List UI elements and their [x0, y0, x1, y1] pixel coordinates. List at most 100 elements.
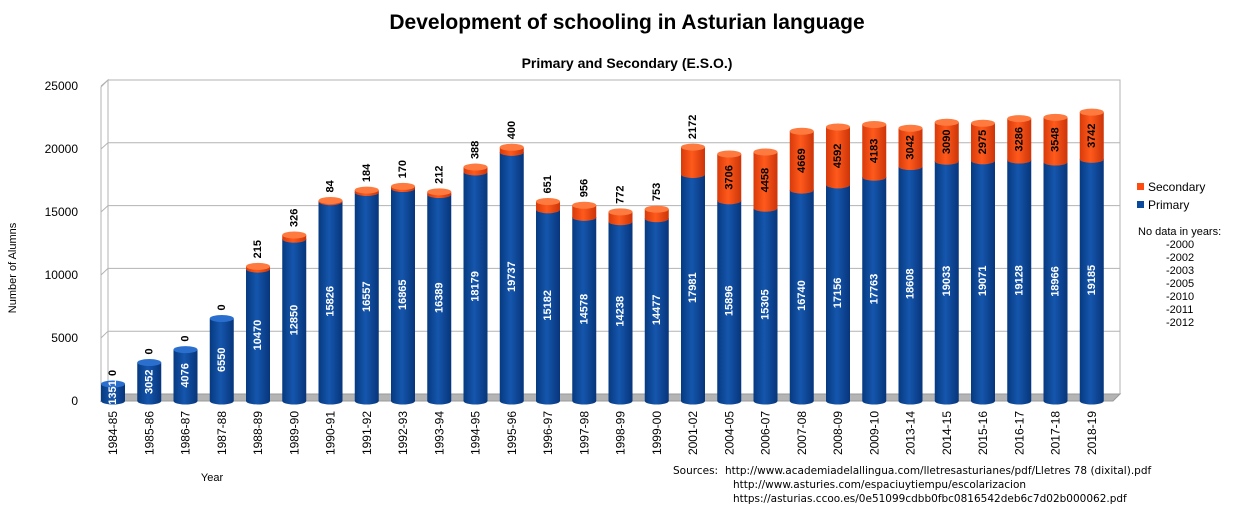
bar-secondary [934, 118, 959, 165]
data-label-secondary: 400 [506, 121, 518, 139]
x-tick-label: 2014-15 [940, 411, 954, 455]
x-tick-label: 1997-98 [577, 411, 591, 455]
note-year: -2010 [1166, 291, 1194, 303]
bar-secondary [572, 201, 597, 221]
bar-secondary [354, 186, 379, 196]
legend-swatch-secondary [1137, 183, 1144, 190]
data-label-primary: 15826 [325, 286, 337, 317]
x-tick-label: 2007-08 [795, 411, 809, 455]
y-tick-label: 20000 [45, 142, 79, 156]
x-axis-title: Year [201, 472, 224, 484]
note-year: -2012 [1166, 317, 1194, 329]
data-label-primary: 12850 [288, 305, 300, 336]
bar-secondary [463, 163, 488, 176]
legend-label-primary: Primary [1148, 198, 1189, 212]
gridline-side [100, 142, 109, 150]
y-tick-labels: 0 5000 10000 15000 20000 25000 [45, 79, 79, 408]
data-label-primary: 19033 [941, 266, 953, 297]
data-label-primary: 16557 [361, 281, 373, 312]
bar-secondary [499, 143, 524, 156]
bar-secondary [681, 143, 705, 178]
y-tick-label: 25000 [45, 79, 79, 93]
data-label-secondary: 753 [651, 183, 663, 201]
x-tick-label: 2006-07 [759, 411, 773, 455]
bar-secondary [1043, 113, 1068, 166]
data-label-secondary: 4458 [760, 168, 772, 192]
x-tick-label: 1995-96 [505, 411, 519, 455]
bar-secondary [717, 150, 742, 205]
x-tick-label: 2001-02 [686, 411, 700, 455]
legend-label-secondary: Secondary [1148, 180, 1205, 194]
x-tick-label: 1991-92 [360, 411, 374, 455]
bar-secondary [536, 198, 560, 214]
bar-secondary [971, 119, 995, 165]
bar-primary [173, 346, 198, 405]
data-label-secondary: 0 [216, 304, 228, 310]
data-label-primary: 16389 [433, 282, 445, 313]
x-tick-label: 2004-05 [722, 411, 736, 455]
data-label-secondary: 170 [397, 160, 409, 178]
data-label-secondary: 3286 [1013, 127, 1025, 151]
x-tick-label: 2013-14 [904, 411, 918, 455]
x-tick-label: 1998-99 [614, 411, 628, 455]
bar-secondary [608, 208, 633, 226]
chart-title: Development of schooling in Asturian lan… [389, 11, 864, 34]
x-tick-label: 1987-88 [215, 411, 229, 455]
x-tick-label: 1988-89 [251, 411, 265, 455]
plot-left-wall [100, 78, 109, 403]
legend-swatch-primary [1137, 201, 1144, 208]
data-label-primary: 6550 [216, 347, 228, 371]
y-tick-label: 15000 [45, 205, 79, 219]
data-label-primary: 15305 [760, 289, 772, 320]
data-label-primary: 18179 [470, 271, 482, 302]
data-label-secondary: 215 [252, 240, 264, 258]
data-label-secondary: 4183 [868, 139, 880, 163]
bar-secondary [318, 197, 343, 206]
data-label-secondary: 84 [325, 179, 337, 192]
data-label-primary: 18608 [905, 268, 917, 299]
x-tick-label: 1994-95 [469, 411, 483, 455]
data-label-secondary: 956 [578, 179, 590, 197]
data-label-secondary: 0 [143, 348, 155, 354]
x-tick-label: 1989-90 [287, 411, 301, 455]
data-label-primary: 15896 [723, 286, 735, 317]
bar-secondary [789, 127, 814, 194]
bar-secondary [282, 231, 307, 243]
bar-secondary [644, 205, 669, 223]
note-heading: No data in years: [1138, 226, 1221, 238]
data-label-secondary: 326 [288, 209, 300, 227]
x-tick-label: 2018-19 [1085, 411, 1099, 455]
data-label-secondary: 651 [542, 175, 554, 193]
y-tick-label: 0 [71, 394, 78, 408]
data-label-primary: 19185 [1086, 265, 1098, 296]
note-year: -2003 [1166, 265, 1194, 277]
y-tick-label: 5000 [51, 331, 78, 345]
data-label-primary: 16740 [796, 280, 808, 311]
data-label-primary: 19128 [1013, 265, 1025, 296]
data-label-primary: 16865 [397, 279, 409, 310]
sources-label: Sources: [673, 465, 718, 477]
data-label-secondary: 4592 [832, 144, 844, 168]
x-tick-label: 2016-17 [1012, 411, 1026, 455]
gridline-side [100, 79, 109, 87]
bars: 1351 0 3052 0 4076 0 6550 0 10470 215 12850 326 1582… [101, 108, 1104, 405]
y-tick-label: 10000 [45, 268, 79, 282]
sources: Sources: http://www.academiadelallingua.… [673, 465, 1151, 505]
bar-secondary [1079, 108, 1104, 163]
data-label-secondary: 4669 [796, 148, 808, 172]
x-tick-label: 1985-86 [142, 411, 156, 455]
data-label-secondary: 2975 [977, 130, 989, 154]
note-year: -2002 [1166, 252, 1194, 264]
bar-secondary [826, 123, 850, 189]
x-tick-label: 1999-00 [650, 411, 664, 455]
data-label-primary: 14477 [651, 294, 663, 325]
bar-secondary [427, 188, 452, 198]
note-year: -2011 [1166, 304, 1193, 316]
data-label-secondary: 184 [361, 163, 373, 182]
data-label-secondary: 0 [107, 370, 119, 376]
bar-primary [137, 359, 162, 405]
source-line: http://www.asturies.com/espaciuytiempu/e… [733, 479, 1026, 491]
no-data-note: No data in years: -2000 -2002 -2003 -200… [1138, 226, 1221, 329]
note-year: -2005 [1166, 278, 1194, 290]
data-label-primary: 19071 [977, 266, 989, 297]
